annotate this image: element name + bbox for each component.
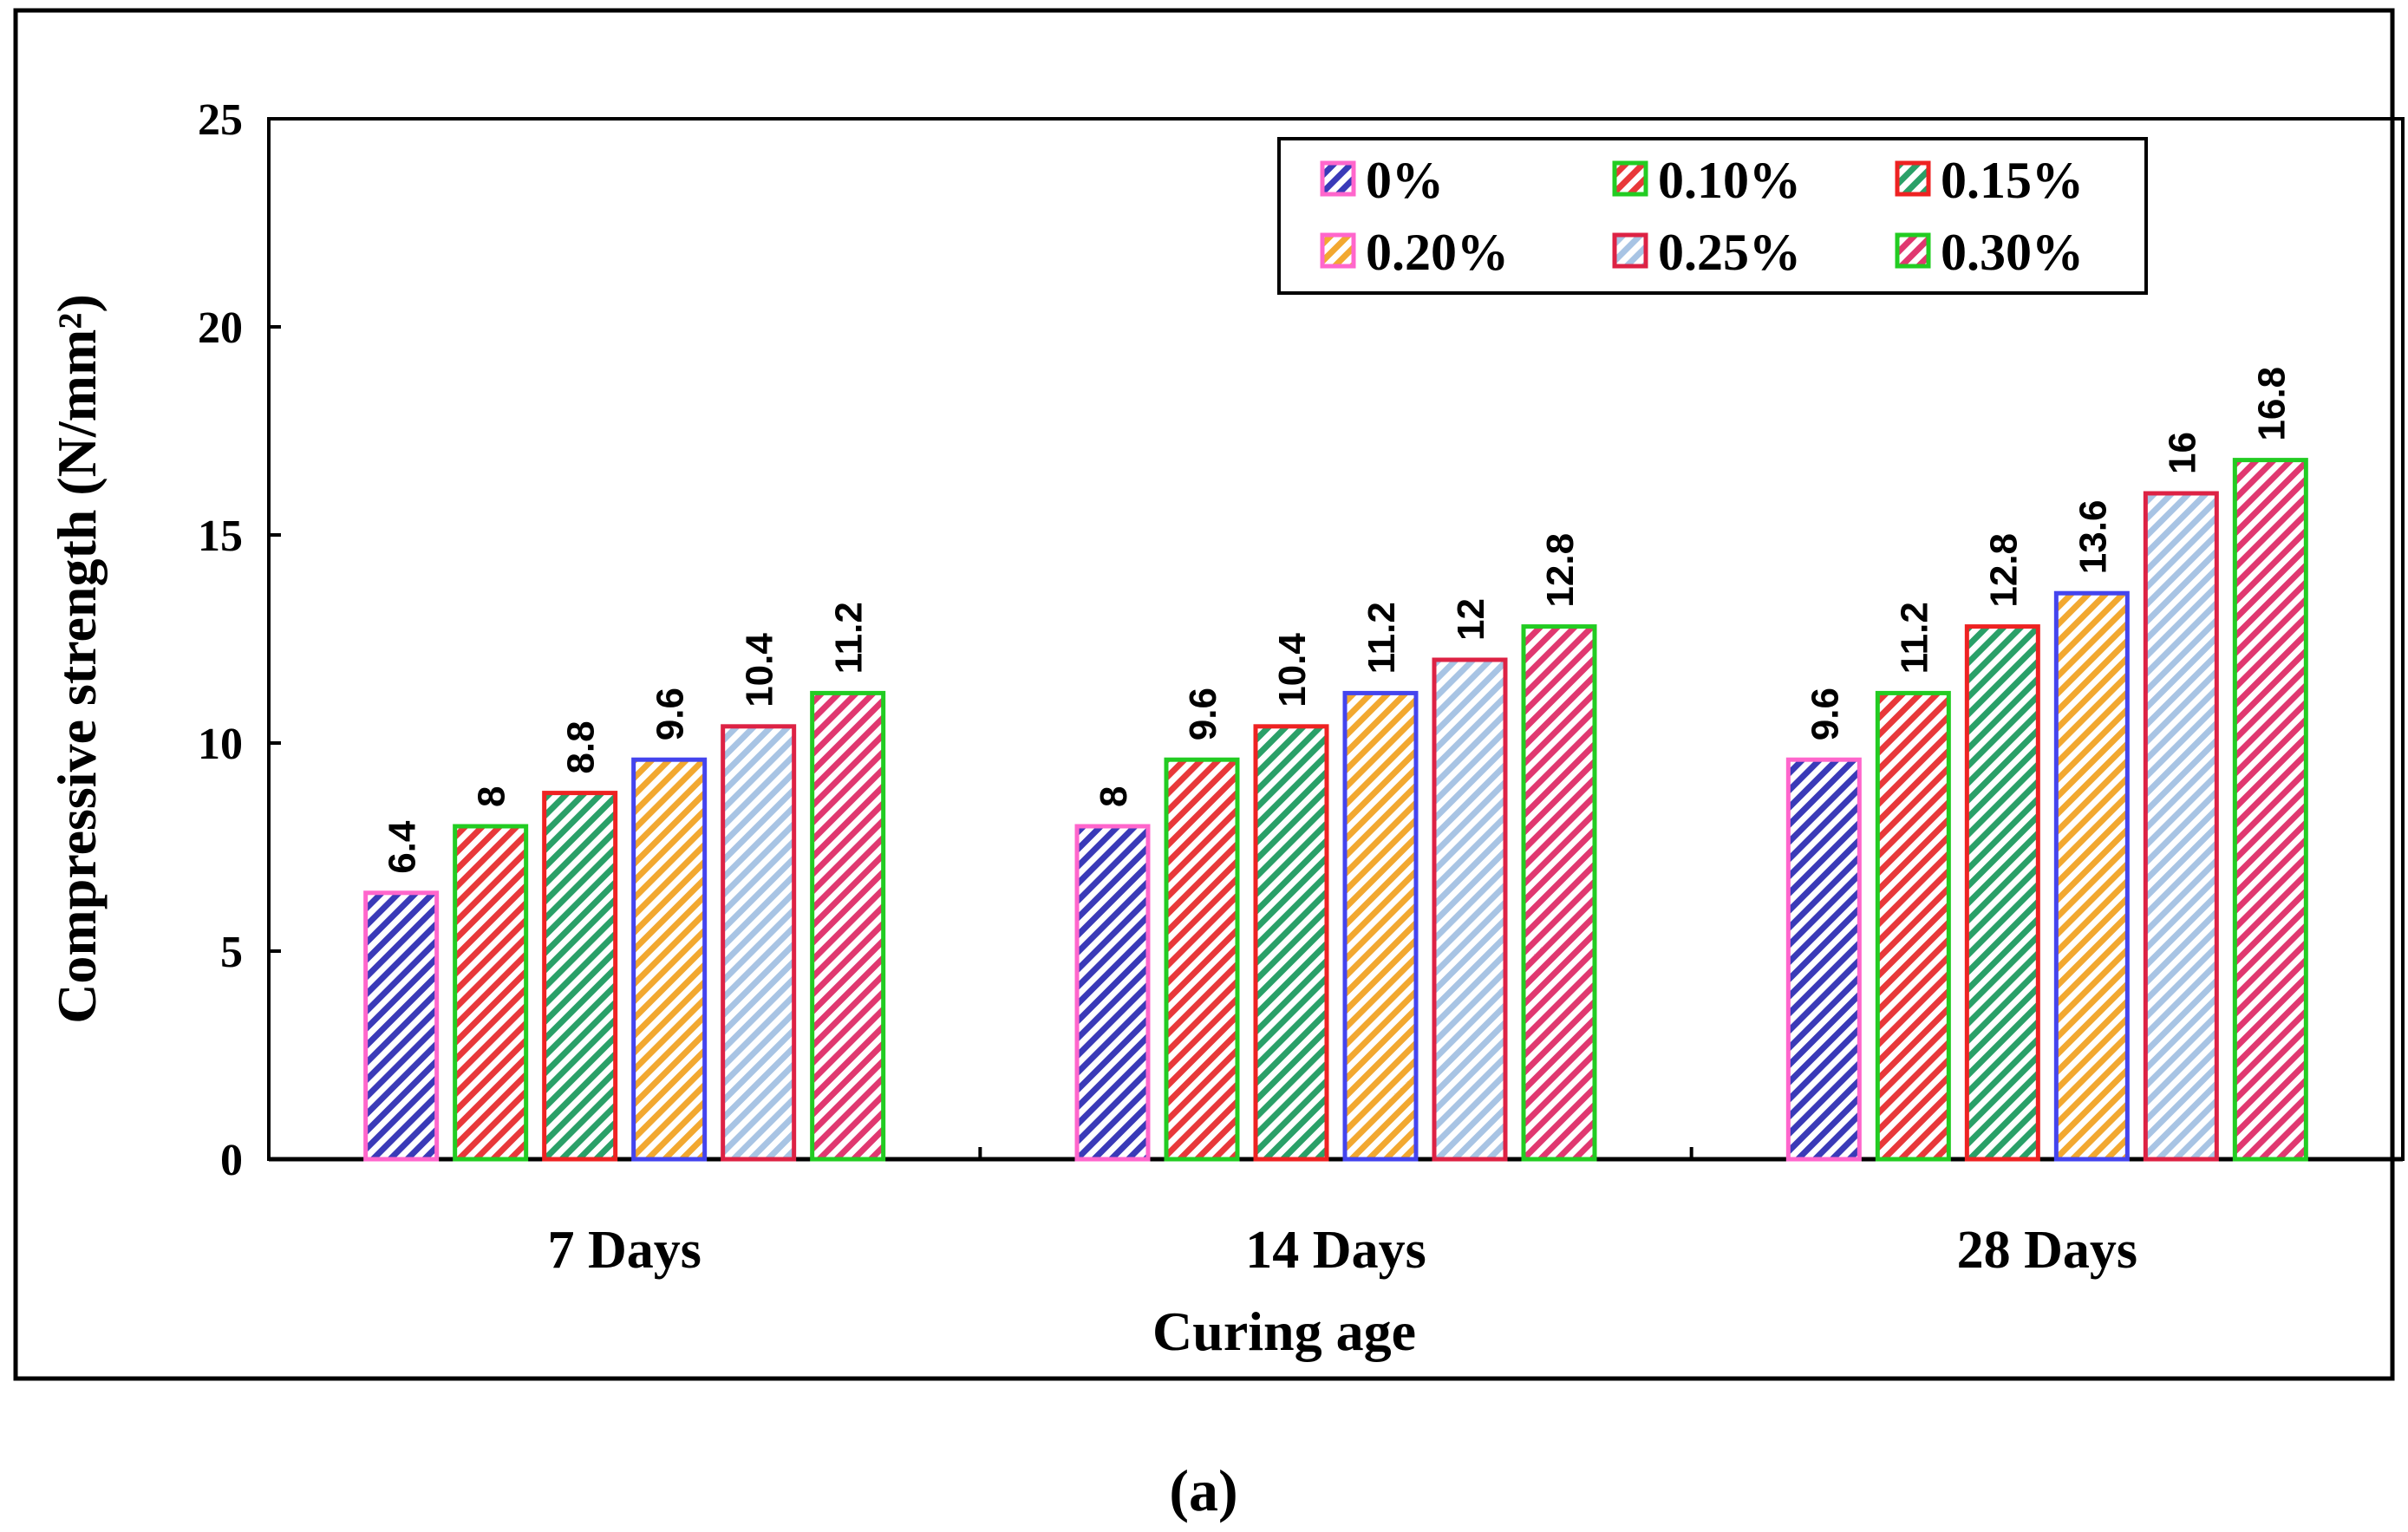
value-label: 12 [1450, 598, 1492, 641]
value-label: 11.2 [1361, 602, 1403, 674]
y-tick-label: 15 [198, 512, 243, 561]
figure-caption: (a) [1169, 1457, 1237, 1523]
bar [2053, 590, 2130, 1162]
x-axis-title: Curing age [1152, 1301, 1416, 1362]
bar [453, 824, 529, 1162]
bar [1074, 824, 1151, 1162]
value-label: 8 [471, 786, 513, 807]
bar [1253, 724, 1329, 1162]
value-label: 12.8 [1539, 533, 1582, 608]
legend-label: 0% [1366, 152, 1444, 209]
legend-swatch [1320, 160, 1356, 197]
y-tick-label: 25 [198, 95, 243, 145]
value-label: 11.2 [1893, 602, 1935, 674]
bar [363, 890, 440, 1162]
bar [1875, 690, 1951, 1162]
bar [1785, 757, 1862, 1162]
legend-label: 0.25% [1658, 224, 1801, 281]
bar [2232, 458, 2308, 1162]
bar [810, 690, 886, 1162]
legend-swatch [1612, 160, 1648, 197]
legend-box [1277, 137, 2148, 295]
bar [1164, 757, 1240, 1162]
legend: 0% 0.10% 0.15% 0.20% 0.25% 0.30% [1277, 137, 2148, 295]
chart-frame [13, 8, 2395, 1381]
y-tick-label: 20 [198, 303, 243, 353]
x-category-label: 14 Days [1245, 1221, 1426, 1280]
y-tick-label: 10 [198, 720, 243, 769]
x-category-label: 28 Days [1957, 1221, 2137, 1280]
value-label: 16 [2161, 432, 2203, 474]
legend-label: 0.20% [1366, 224, 1509, 281]
value-label: 12.8 [1982, 533, 2025, 608]
value-label: 9.6 [1182, 688, 1224, 740]
bar [1964, 624, 2040, 1162]
value-label: 11.2 [828, 602, 871, 674]
bar [542, 791, 618, 1162]
legend-swatch [1612, 232, 1648, 269]
bar [2143, 491, 2219, 1162]
legend-swatch [1320, 232, 1356, 269]
bar [1342, 690, 1419, 1162]
value-label: 9.6 [1804, 688, 1846, 740]
bar [721, 724, 797, 1162]
legend-label: 0.10% [1658, 152, 1801, 209]
y-axis-title: Compressive strength (N/mm²) [46, 294, 108, 1024]
value-label: 8.8 [560, 720, 603, 773]
y-tick-label: 0 [220, 1136, 243, 1185]
value-label: 10.4 [739, 633, 781, 707]
legend-label: 0.15% [1941, 152, 2084, 209]
value-label: 16.8 [2250, 367, 2293, 441]
legend-label: 0.30% [1941, 224, 2084, 281]
legend-swatch [1895, 160, 1931, 197]
value-label: 9.6 [649, 688, 692, 740]
bar [1521, 624, 1597, 1162]
value-label: 6.4 [382, 820, 424, 874]
value-label: 13.6 [2072, 500, 2114, 575]
bar [631, 757, 708, 1162]
x-category-label: 7 Days [547, 1221, 701, 1280]
value-label: 8 [1093, 786, 1135, 807]
y-tick-label: 5 [220, 928, 243, 977]
value-label: 10.4 [1271, 633, 1314, 707]
legend-swatch [1895, 232, 1931, 269]
bar [1432, 657, 1508, 1162]
